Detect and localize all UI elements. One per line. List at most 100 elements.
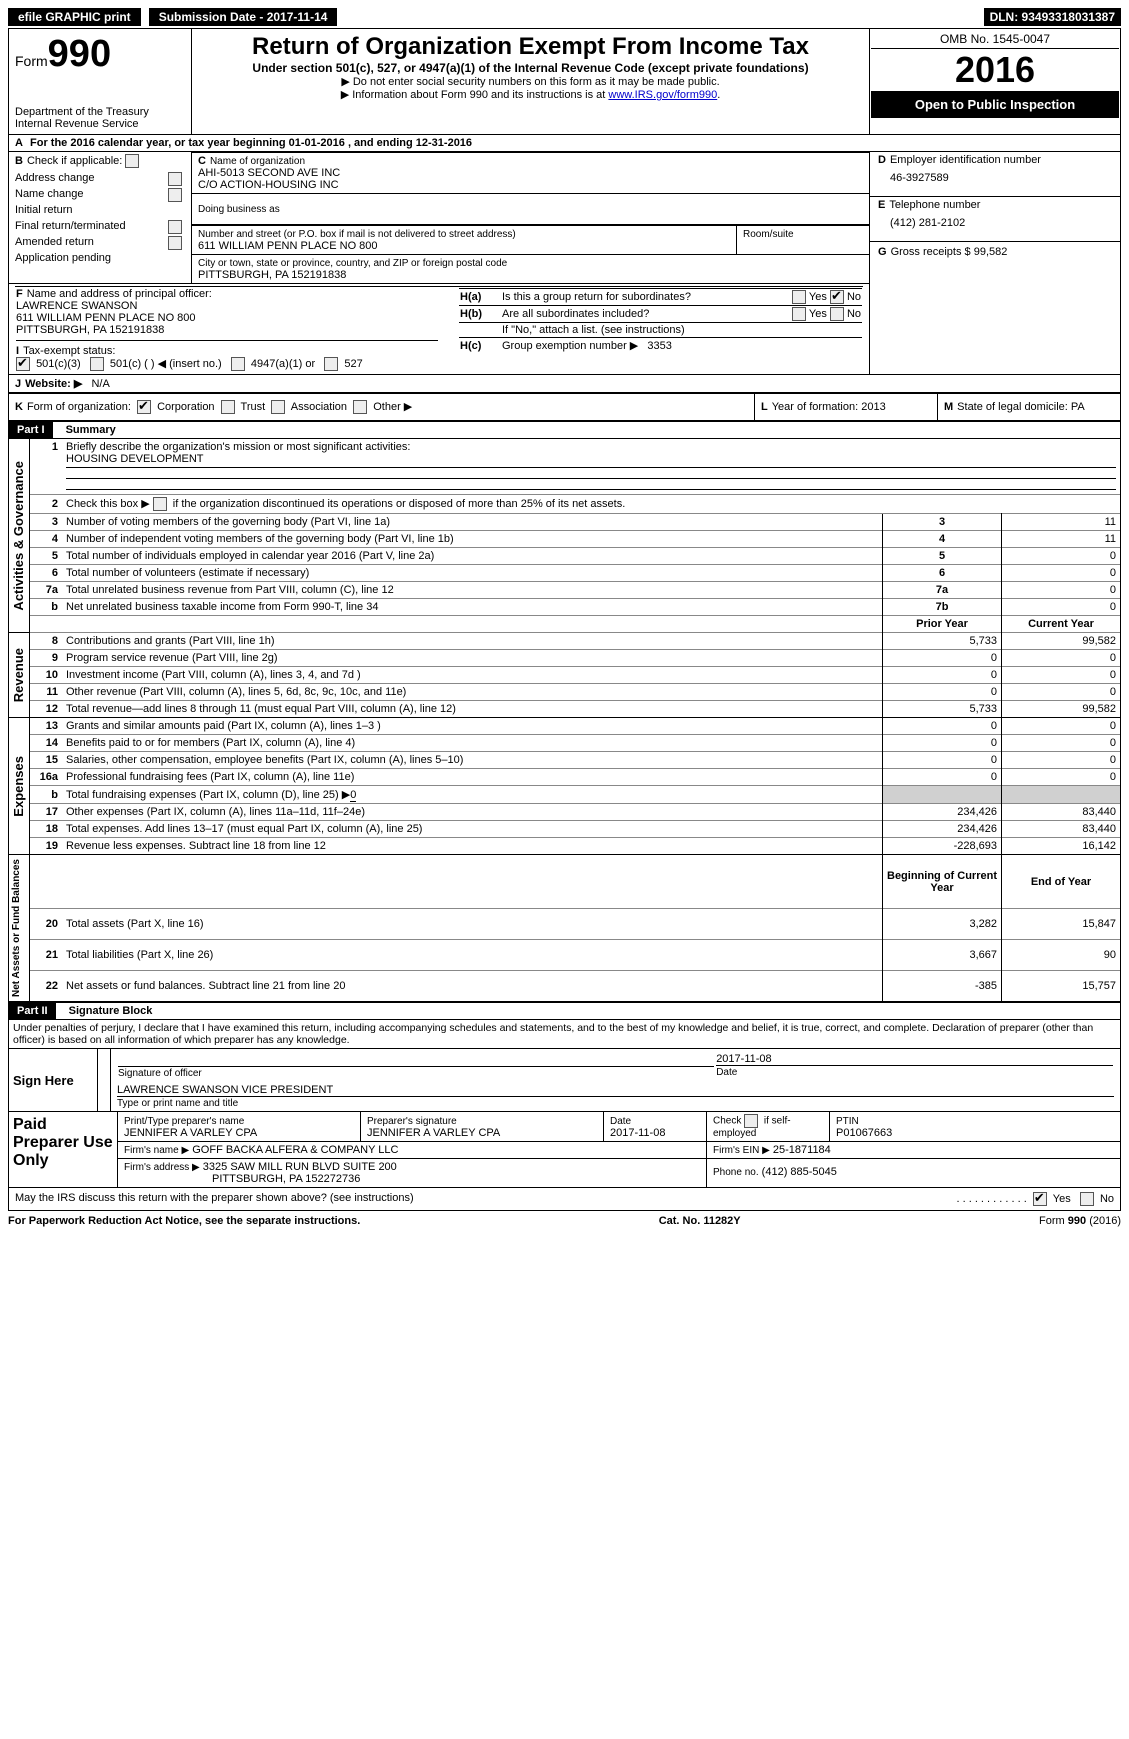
col-begin: Beginning of Current Year bbox=[883, 855, 1002, 908]
q2-text: Check this box ▶ if the organization dis… bbox=[62, 495, 1120, 514]
opt-trust: Trust bbox=[241, 401, 266, 413]
exp-16b-val: 0 bbox=[350, 789, 356, 802]
cb-discuss-no[interactable] bbox=[1080, 1192, 1094, 1206]
exp-16a: Professional fundraising fees (Part IX, … bbox=[62, 769, 883, 786]
tax-year: 2016 bbox=[871, 49, 1119, 91]
form-subtitle: Under section 501(c), 527, or 4947(a)(1)… bbox=[198, 61, 863, 75]
checkbox-final[interactable] bbox=[168, 220, 182, 234]
firm-ein: 25-1871184 bbox=[773, 1144, 831, 1156]
hc-label: Group exemption number ▶ bbox=[502, 340, 638, 352]
org-name-1: AHI-5013 SECOND AVE INC bbox=[198, 167, 340, 179]
checkbox-501c3[interactable] bbox=[16, 357, 30, 371]
col-end: End of Year bbox=[1002, 855, 1121, 908]
opt-pending: Application pending bbox=[15, 252, 111, 264]
cb-corp[interactable] bbox=[137, 400, 151, 414]
form-990: Form990 Department of the Treasury Inter… bbox=[8, 28, 1121, 1211]
officer-typed-name: LAWRENCE SWANSON VICE PRESIDENT bbox=[117, 1084, 1114, 1097]
opt-other: Other ▶ bbox=[373, 401, 412, 413]
addr-label: Number and street (or P.O. box if mail i… bbox=[198, 229, 516, 240]
sig-date: 2017-11-08 bbox=[716, 1053, 1113, 1066]
ha-yes[interactable] bbox=[792, 290, 806, 304]
checkbox-4947[interactable] bbox=[231, 357, 245, 371]
opt-name-change: Name change bbox=[15, 188, 84, 200]
exp-13: Grants and similar amounts paid (Part IX… bbox=[62, 718, 883, 735]
website-label: Website: ▶ bbox=[25, 378, 82, 390]
opt-501c: 501(c) ( ) ◀ (insert no.) bbox=[110, 358, 222, 370]
top-bar: efile GRAPHIC print Submission Date - 20… bbox=[8, 8, 1121, 26]
ptin-label: PTIN bbox=[836, 1116, 859, 1127]
declaration-text: Under penalties of perjury, I declare th… bbox=[9, 1020, 1121, 1049]
dept-treasury: Department of the Treasury bbox=[15, 106, 185, 118]
submission-date: Submission Date - 2017-11-14 bbox=[149, 8, 338, 26]
checkbox-527[interactable] bbox=[324, 357, 338, 371]
firm-name-label: Firm's name ▶ bbox=[124, 1145, 189, 1156]
page-footer: For Paperwork Reduction Act Notice, see … bbox=[8, 1215, 1121, 1227]
hb-no[interactable] bbox=[830, 307, 844, 321]
rev-8-prior: 5,733 bbox=[883, 633, 1002, 650]
opt-corp: Corporation bbox=[157, 401, 214, 413]
cb-trust[interactable] bbox=[221, 400, 235, 414]
cb-discuss-yes[interactable] bbox=[1033, 1192, 1047, 1206]
col-prior: Prior Year bbox=[883, 616, 1002, 633]
exp-15: Salaries, other compensation, employee b… bbox=[62, 752, 883, 769]
checkbox-b[interactable] bbox=[125, 154, 139, 168]
ein-label: Employer identification number bbox=[890, 154, 1041, 166]
discuss-no: No bbox=[1100, 1193, 1114, 1205]
checkbox-amended[interactable] bbox=[168, 236, 182, 250]
gov-row-5: Total number of individuals employed in … bbox=[62, 548, 883, 565]
exp-17: Other expenses (Part IX, column (A), lin… bbox=[62, 804, 883, 821]
discuss-question: May the IRS discuss this return with the… bbox=[15, 1192, 414, 1204]
check-self-employed: Check if self-employed bbox=[707, 1112, 830, 1142]
check-applicable-label: Check if applicable: bbox=[27, 155, 122, 167]
net-22: Net assets or fund balances. Subtract li… bbox=[62, 971, 883, 1001]
ein-value: 46-3927589 bbox=[878, 166, 1112, 194]
rev-12: Total revenue—add lines 8 through 11 (mu… bbox=[62, 701, 883, 718]
cb-discontinued[interactable] bbox=[153, 497, 167, 511]
paperwork-notice: For Paperwork Reduction Act Notice, see … bbox=[8, 1215, 360, 1227]
checkbox-501c[interactable] bbox=[90, 357, 104, 371]
gov-row-4: Number of independent voting members of … bbox=[62, 531, 883, 548]
opt-501c3: 501(c)(3) bbox=[36, 358, 81, 370]
cb-assoc[interactable] bbox=[271, 400, 285, 414]
firm-addr2: PITTSBURGH, PA 152272736 bbox=[124, 1173, 360, 1185]
prep-phone: (412) 885-5045 bbox=[762, 1166, 837, 1178]
gov-row-6: Total number of volunteers (estimate if … bbox=[62, 565, 883, 582]
gov-val-7b: 0 bbox=[1002, 599, 1121, 616]
part2-header: Part II bbox=[9, 1003, 56, 1019]
rev-9: Program service revenue (Part VIII, line… bbox=[62, 650, 883, 667]
efile-print-button[interactable]: efile GRAPHIC print bbox=[8, 8, 141, 26]
form-number: Form990 bbox=[15, 33, 185, 76]
note-info: ▶ Information about Form 990 and its ins… bbox=[198, 88, 863, 101]
gov-val-7a: 0 bbox=[1002, 582, 1121, 599]
cb-other[interactable] bbox=[353, 400, 367, 414]
opt-amended: Amended return bbox=[15, 236, 94, 248]
prep-date: 2017-11-08 bbox=[610, 1127, 665, 1139]
irs-link[interactable]: www.IRS.gov/form990 bbox=[608, 89, 717, 101]
city-state-zip: PITTSBURGH, PA 152191838 bbox=[198, 269, 346, 281]
ha-no[interactable] bbox=[830, 290, 844, 304]
opt-527: 527 bbox=[344, 358, 362, 370]
org-name-label: Name of organization bbox=[210, 156, 305, 167]
exp-18: Total expenses. Add lines 13–17 (must eq… bbox=[62, 821, 883, 838]
tax-year-range: For the 2016 calendar year, or tax year … bbox=[30, 137, 472, 149]
paid-preparer-label: Paid Preparer Use Only bbox=[9, 1112, 118, 1187]
note-ssn: ▶ Do not enter social security numbers o… bbox=[198, 75, 863, 88]
rev-11: Other revenue (Part VIII, column (A), li… bbox=[62, 684, 883, 701]
org-name-2: C/O ACTION-HOUSING INC bbox=[198, 179, 339, 191]
prep-name-label: Print/Type preparer's name bbox=[124, 1116, 244, 1127]
form-org-label: Form of organization: bbox=[27, 401, 131, 413]
tax-exempt-label: Tax-exempt status: bbox=[23, 345, 115, 357]
firm-name: GOFF BACKA ALFERA & COMPANY LLC bbox=[192, 1144, 398, 1156]
phone-value: (412) 281-2102 bbox=[878, 211, 1112, 239]
city-label: City or town, state or province, country… bbox=[198, 258, 507, 269]
sig-officer-line[interactable] bbox=[118, 1052, 714, 1067]
prep-sig-label: Preparer's signature bbox=[367, 1116, 457, 1127]
opt-final: Final return/terminated bbox=[15, 220, 126, 232]
checkbox-address[interactable] bbox=[168, 172, 182, 186]
cb-self-employed[interactable] bbox=[744, 1114, 758, 1128]
hb-yes[interactable] bbox=[792, 307, 806, 321]
prep-phone-label: Phone no. bbox=[713, 1167, 759, 1178]
checkbox-name[interactable] bbox=[168, 188, 182, 202]
year-form-val: 2013 bbox=[861, 401, 885, 413]
part1-title: Summary bbox=[56, 424, 116, 436]
